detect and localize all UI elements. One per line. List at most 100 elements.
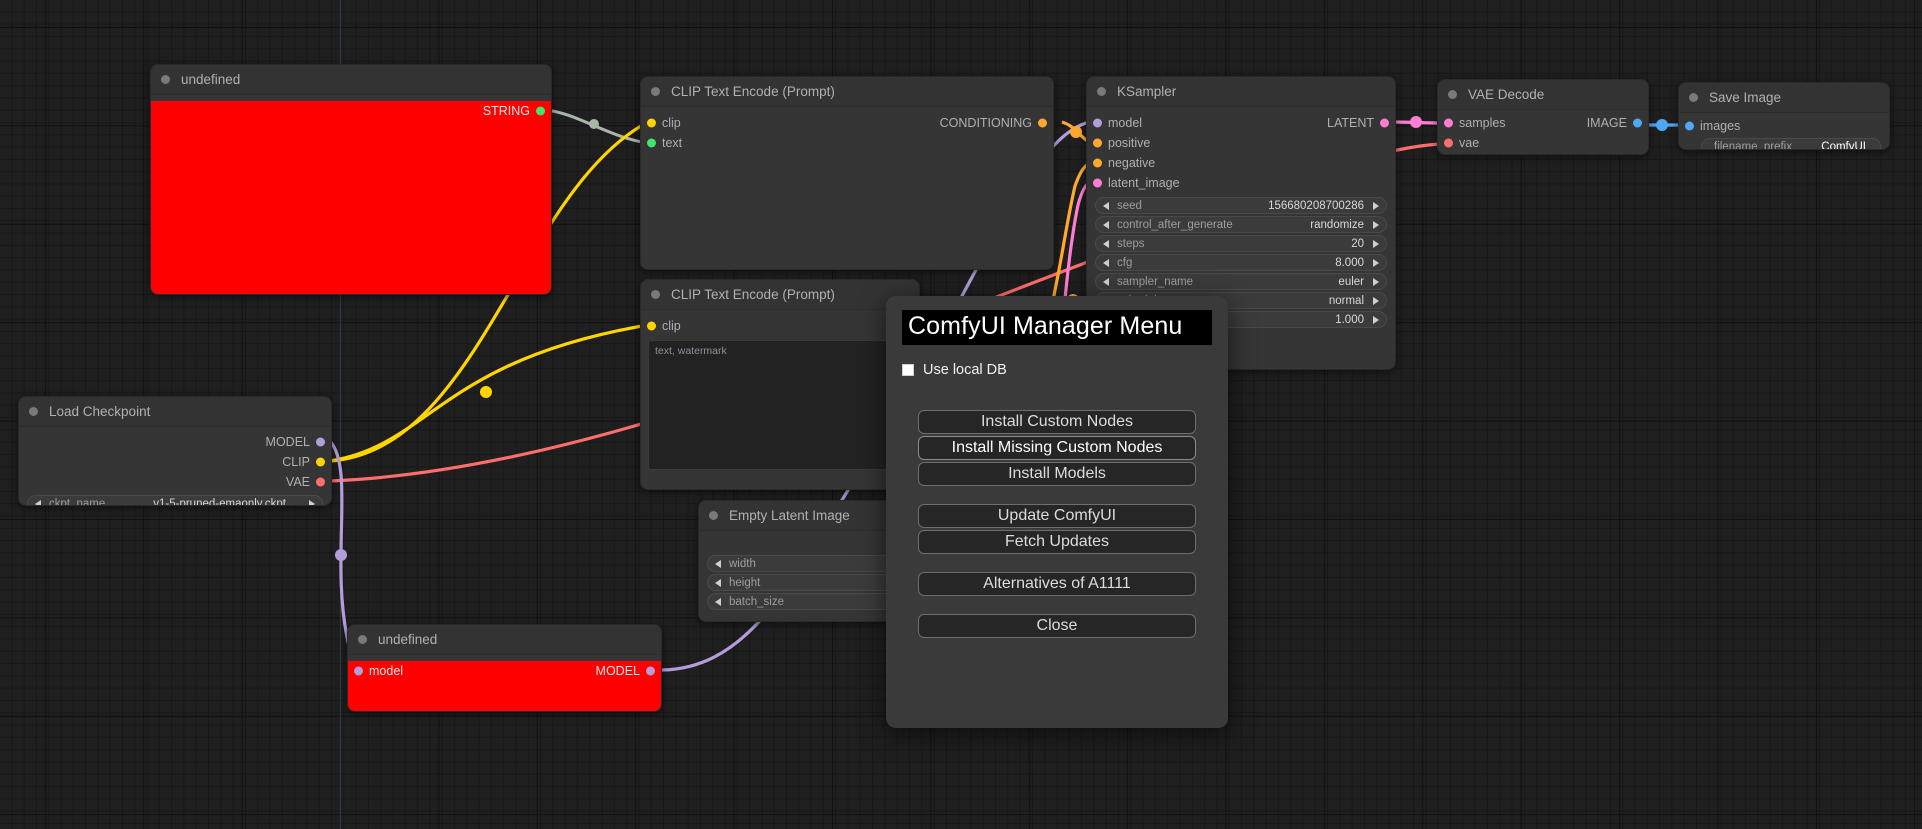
collapse-dot-icon[interactable] (1689, 93, 1698, 102)
conditioning-output-dot-icon[interactable] (1038, 118, 1047, 128)
install-custom-nodes-button[interactable]: Install Custom Nodes (918, 410, 1196, 434)
image-output-dot-icon[interactable] (1633, 118, 1642, 128)
node-undefined-top[interactable]: undefined STRING (150, 64, 552, 295)
collapse-dot-icon[interactable] (29, 407, 38, 416)
increment-arrow-icon[interactable] (1373, 239, 1379, 248)
decrement-arrow-icon[interactable] (715, 597, 721, 606)
decrement-arrow-icon[interactable] (1103, 220, 1109, 229)
collapse-dot-icon[interactable] (161, 75, 170, 84)
node-title-bar[interactable]: KSampler (1087, 77, 1395, 107)
close-button[interactable]: Close (918, 614, 1196, 638)
collapse-dot-icon[interactable] (709, 511, 718, 520)
latent-output-dot-icon[interactable] (1380, 118, 1389, 128)
input-slot-latent-image[interactable]: latent_image (1087, 173, 1395, 193)
output-slot-string[interactable]: STRING (151, 101, 551, 121)
decrement-arrow-icon[interactable] (715, 559, 721, 568)
node-body: model LATENT positive negative latent_im… (1087, 113, 1395, 369)
widget-steps[interactable]: steps 20 (1095, 235, 1387, 252)
increment-arrow-icon[interactable] (1373, 258, 1379, 267)
vae-output-dot-icon[interactable] (316, 477, 325, 487)
model-output-dot-icon[interactable] (316, 437, 325, 447)
input-slot-clip[interactable]: clip CONDITIONING (641, 113, 1053, 133)
widget-ckpt-name[interactable]: ckpt_name v1-5-pruned-emaonly.ckpt (27, 495, 323, 505)
input-slot-clip[interactable]: clip (641, 316, 919, 336)
use-local-db-label: Use local DB (923, 362, 1007, 378)
decrement-arrow-icon[interactable] (35, 499, 41, 505)
node-title-bar[interactable]: VAE Decode (1438, 80, 1648, 110)
update-comfyui-button[interactable]: Update ComfyUI (918, 504, 1196, 528)
clip-output-dot-icon[interactable] (316, 457, 325, 467)
prompt-textarea[interactable]: text, watermark (648, 340, 912, 470)
node-title-bar[interactable]: undefined (348, 625, 661, 655)
widget-height[interactable]: height (707, 574, 919, 591)
increment-arrow-icon[interactable] (1373, 296, 1379, 305)
increment-arrow-icon[interactable] (1373, 220, 1379, 229)
increment-arrow-icon[interactable] (1373, 277, 1379, 286)
model-input-dot-icon[interactable] (354, 666, 363, 676)
clip-input-dot-icon[interactable] (647, 321, 656, 331)
input-slot-vae[interactable]: vae (1438, 133, 1648, 153)
collapse-dot-icon[interactable] (358, 635, 367, 644)
node-title-bar[interactable]: undefined (151, 65, 551, 95)
output-slot-vae[interactable]: VAE (19, 472, 331, 492)
decrement-arrow-icon[interactable] (715, 578, 721, 587)
widget-sampler-name[interactable]: sampler_name euler (1095, 273, 1387, 290)
widget-seed[interactable]: seed 156680208700286 (1095, 197, 1387, 214)
widget-cfg[interactable]: cfg 8.000 (1095, 254, 1387, 271)
widget-batch-size[interactable]: batch_size (707, 593, 919, 610)
vae-input-dot-icon[interactable] (1444, 138, 1453, 148)
use-local-db-row[interactable]: Use local DB (902, 362, 1212, 378)
input-slot-text[interactable]: text (641, 133, 1053, 153)
node-title-bar[interactable]: Load Checkpoint (19, 397, 331, 427)
node-clip-text-encode-negative[interactable]: CLIP Text Encode (Prompt) clip text, wat… (640, 279, 920, 490)
collapse-dot-icon[interactable] (651, 87, 660, 96)
install-models-button[interactable]: Install Models (918, 462, 1196, 486)
positive-input-dot-icon[interactable] (1093, 138, 1102, 148)
collapse-dot-icon[interactable] (651, 290, 660, 299)
node-title-bar[interactable]: Save Image (1679, 83, 1889, 113)
output-slot-clip[interactable]: CLIP (19, 452, 331, 472)
samples-input-dot-icon[interactable] (1444, 118, 1453, 128)
node-clip-text-encode-positive[interactable]: CLIP Text Encode (Prompt) clip CONDITION… (640, 76, 1054, 270)
collapse-dot-icon[interactable] (1097, 87, 1106, 96)
decrement-arrow-icon[interactable] (1103, 258, 1109, 267)
collapse-dot-icon[interactable] (1448, 90, 1457, 99)
images-input-dot-icon[interactable] (1685, 121, 1694, 131)
comfyui-manager-dialog[interactable]: ComfyUI Manager Menu Use local DB Instal… (886, 296, 1228, 728)
install-missing-custom-nodes-button[interactable]: Install Missing Custom Nodes (918, 436, 1196, 460)
widget-width[interactable]: width (707, 555, 919, 572)
increment-arrow-icon[interactable] (1373, 201, 1379, 210)
widget-filename-prefix[interactable]: filename_prefix ComfyUI (1701, 138, 1881, 149)
model-input-dot-icon[interactable] (1093, 118, 1102, 128)
increment-arrow-icon[interactable] (309, 499, 315, 505)
node-undefined-bottom[interactable]: undefined model MODEL (347, 624, 662, 712)
node-save-image[interactable]: Save Image images filename_prefix ComfyU… (1678, 82, 1890, 150)
output-slot-model[interactable]: MODEL (19, 432, 331, 452)
negative-input-dot-icon[interactable] (1093, 158, 1102, 168)
increment-arrow-icon[interactable] (1373, 315, 1379, 324)
input-slot-samples[interactable]: samples IMAGE (1438, 113, 1648, 133)
input-slot-model[interactable]: model LATENT (1087, 113, 1395, 133)
decrement-arrow-icon[interactable] (1103, 277, 1109, 286)
fetch-updates-button[interactable]: Fetch Updates (918, 530, 1196, 554)
node-vae-decode[interactable]: VAE Decode samples IMAGE vae (1437, 79, 1649, 155)
string-output-dot-icon[interactable] (536, 106, 545, 116)
decrement-arrow-icon[interactable] (1103, 239, 1109, 248)
input-slot-model[interactable]: model MODEL (348, 661, 661, 681)
input-slot-positive[interactable]: positive (1087, 133, 1395, 153)
latent-image-input-dot-icon[interactable] (1093, 178, 1102, 188)
model-output-dot-icon[interactable] (646, 666, 655, 676)
widget-control-after-generate[interactable]: control_after_generate randomize (1095, 216, 1387, 233)
input-slot-images[interactable]: images (1679, 116, 1889, 136)
node-load-checkpoint[interactable]: Load Checkpoint MODEL CLIP VAE ckpt_name… (18, 396, 332, 506)
node-title-text: VAE Decode (1468, 87, 1545, 102)
text-input-dot-icon[interactable] (647, 138, 656, 148)
decrement-arrow-icon[interactable] (1103, 201, 1109, 210)
clip-input-dot-icon[interactable] (647, 118, 656, 128)
node-title-bar[interactable]: CLIP Text Encode (Prompt) (641, 77, 1053, 107)
input-slot-negative[interactable]: negative (1087, 153, 1395, 173)
node-title-bar[interactable]: CLIP Text Encode (Prompt) (641, 280, 919, 310)
use-local-db-checkbox[interactable] (902, 364, 914, 376)
alternatives-of-a1111-button[interactable]: Alternatives of A1111 (918, 572, 1196, 596)
